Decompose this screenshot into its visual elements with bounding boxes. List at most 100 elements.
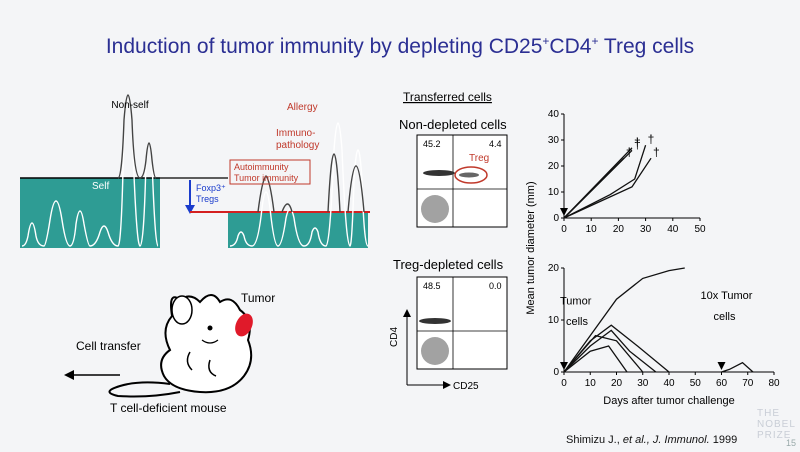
x-tick-label: 30 <box>637 378 649 389</box>
y-axis-label: Mean tumor diameter (mm) <box>525 181 537 314</box>
mouse-tail <box>108 381 181 398</box>
nobel-line: PRIZE <box>757 430 792 441</box>
label-cd25: CD25 <box>453 381 479 392</box>
label-pathology: pathology <box>276 140 319 151</box>
mouse-snout <box>201 339 219 344</box>
title-part: Induction of tumor immunity by depleting… <box>105 35 543 58</box>
series-line-1-1 <box>563 329 657 373</box>
annot-tumor: Tumor <box>560 295 592 307</box>
y-tick-label: 10 <box>548 315 560 326</box>
dots-bottom <box>419 318 451 365</box>
series-line-1-2 <box>563 324 670 373</box>
x-tick-label: 30 <box>640 224 652 235</box>
x-tick-label: 40 <box>663 378 675 389</box>
x-tick-label: 0 <box>561 378 567 389</box>
citation-journal: et al., J. Immunol. <box>622 434 710 446</box>
mouse-ear <box>171 295 193 325</box>
autoimmunity-box <box>229 159 311 185</box>
title-sup: + <box>542 34 550 48</box>
death-dagger: † <box>653 145 660 159</box>
x-tick-label: 10 <box>586 224 598 235</box>
series-line-0-2 <box>563 157 625 219</box>
cd4-arrow-head <box>403 309 411 317</box>
label-treg: Treg <box>469 153 489 164</box>
y-tick-label: 40 <box>548 109 560 120</box>
peaks-right-in <box>229 122 369 247</box>
label-foxp3: Foxp3⁺ <box>196 183 226 193</box>
y-tick-label: 30 <box>548 135 560 146</box>
death-dagger: † <box>634 135 641 149</box>
citation-authors: Shimizu J., <box>566 434 623 446</box>
x-tick-label: 80 <box>768 378 780 389</box>
y-tick-label: 20 <box>548 263 560 274</box>
treg-arrow-head <box>185 205 195 214</box>
dots-top <box>421 170 479 223</box>
peaks-right-out <box>257 153 365 213</box>
treg-gate <box>454 166 488 184</box>
x-tick-label: 70 <box>742 378 754 389</box>
immune-diagram: Non-self Self Foxp3⁺ Tregs Allergy Immun… <box>20 94 370 248</box>
series-line-0-4 <box>563 157 652 219</box>
peaks-left-in <box>21 94 159 247</box>
x-tick-label: 20 <box>613 224 625 235</box>
series-line-1-0 <box>563 267 685 373</box>
mouse-eye <box>207 325 213 331</box>
title-part: CD4 <box>549 35 592 58</box>
label-self: Self <box>92 181 109 192</box>
series-line-0-3 <box>563 145 647 219</box>
rechallenge-marker <box>717 362 726 370</box>
tumor-mark <box>235 313 253 337</box>
label-tumor: Tumor <box>241 291 275 305</box>
label-autoimmunity: Autoimmunity <box>234 162 289 172</box>
x-tick-label: 20 <box>611 378 623 389</box>
death-dagger: † <box>648 132 655 146</box>
pct-top-left: 45.2 <box>423 139 441 149</box>
annot-cells: cells <box>566 316 589 328</box>
title-part: Treg cells <box>598 35 695 58</box>
self-block-right <box>228 212 368 248</box>
y-tick-label: 20 <box>548 161 560 172</box>
x-tick-label: 60 <box>716 378 728 389</box>
death-dagger: † <box>626 145 633 159</box>
mouse-illustration: Tumor Cell transfer T cell-deficient mou… <box>64 291 275 415</box>
pct-bottom-left: 48.5 <box>423 281 441 291</box>
x-tick-label: 50 <box>694 224 706 235</box>
label-non-depleted: Non-depleted cells <box>399 117 507 132</box>
nobel-logo: THE NOBEL PRIZE <box>757 408 796 441</box>
transfer-arrow-head <box>64 370 74 380</box>
slide-title: Induction of tumor immunity by depleting… <box>0 34 800 59</box>
pct-top-right: 4.4 <box>489 139 502 149</box>
death-dagger: † <box>634 137 641 151</box>
y-tick-label: 0 <box>553 213 559 224</box>
x-tick-label: 40 <box>667 224 679 235</box>
mouse-paws <box>186 351 217 377</box>
label-treg-depleted: Treg-depleted cells <box>393 257 504 272</box>
y-tick-label: 0 <box>553 367 559 378</box>
citation: Shimizu J., et al., J. Immunol. 1999 <box>566 434 737 446</box>
label-immuno: Immuno- <box>276 128 315 139</box>
pct-bottom-right: 0.0 <box>489 281 502 291</box>
annot-10x-tumor: 10x Tumor <box>701 290 753 302</box>
y-tick-label: 10 <box>548 187 560 198</box>
injection-marker <box>560 208 568 216</box>
flow-header: Transferred cells <box>403 90 492 104</box>
label-cd4: CD4 <box>389 327 400 347</box>
x-tick-label: 50 <box>690 378 702 389</box>
peaks-left-out <box>117 94 157 179</box>
label-mouse-caption: T cell-deficient mouse <box>110 401 227 415</box>
label-allergy: Allergy <box>287 102 318 113</box>
title-sup: + <box>591 34 599 48</box>
series-line-1-4 <box>563 345 628 373</box>
flow-cytometry-panels: Transferred cells Non-depleted cells Tre… <box>389 90 508 392</box>
label-tumor-immunity: Tumor immunity <box>234 173 299 183</box>
page-number: 15 <box>786 438 797 448</box>
x-axis-label: Days after tumor challenge <box>603 395 734 407</box>
cd25-arrow-head <box>443 381 451 389</box>
injection-marker <box>560 362 568 370</box>
x-tick-label: 10 <box>585 378 597 389</box>
series-line-1-5 <box>721 361 754 373</box>
annot-10x-cells: cells <box>714 311 737 323</box>
x-tick-label: 0 <box>561 224 567 235</box>
label-cell-transfer: Cell transfer <box>76 339 141 353</box>
